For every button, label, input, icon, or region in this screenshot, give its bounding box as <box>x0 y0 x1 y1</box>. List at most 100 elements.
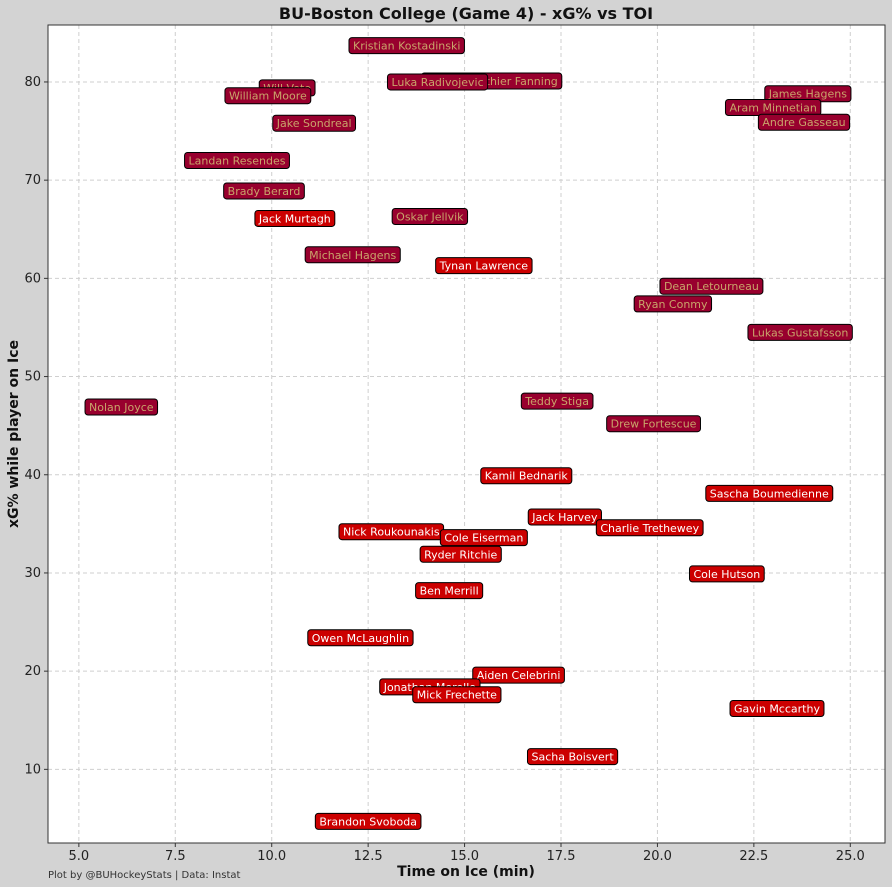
x-tick-label: 7.5 <box>165 849 186 864</box>
point-label: Dean Letourneau <box>664 280 759 293</box>
point-label-box <box>729 699 825 717</box>
y-axis-label: xG% while player on Ice <box>6 340 22 528</box>
point-label: Aram Minnetian <box>729 101 816 114</box>
data-point: Jack Murtagh <box>254 209 336 227</box>
point-label: Landan Resendes <box>189 155 286 168</box>
point-label-box <box>633 295 713 313</box>
data-point: Kristian Kostadinski <box>348 37 465 55</box>
point-label-box <box>606 415 701 433</box>
data-point: Mick Frechette <box>412 686 502 704</box>
point-label: Drew Fortescue <box>611 418 697 431</box>
data-point: Teddy Stiga <box>520 392 594 410</box>
point-label: Cole Eiserman <box>444 532 523 545</box>
point-label-box <box>314 812 422 830</box>
point-label-box <box>472 666 565 684</box>
point-label-box <box>757 113 851 131</box>
point-label: Gavin Mccarthy <box>734 702 820 715</box>
point-label-box <box>272 114 357 132</box>
x-tick-label: 25.0 <box>836 849 865 864</box>
point-label: Brady Berard <box>228 185 301 198</box>
point-label: Teddy Stiga <box>524 395 589 408</box>
point-label: Nolan Joyce <box>89 401 154 414</box>
point-label-box <box>223 182 305 200</box>
point-label: Jack Harvey <box>531 511 598 524</box>
x-axis-ticks: 5.0 7.5 10.0 12.5 15.0 17.5 20.0 22.5 25.0 <box>69 843 865 864</box>
point-label: Owen McLaughlin <box>312 632 409 645</box>
point-label: Sacha Boisvert <box>531 751 614 764</box>
point-label: Jack Murtagh <box>258 212 331 225</box>
point-label-box <box>527 508 602 526</box>
point-label: Luka Radivojevic <box>391 76 483 89</box>
y-tick-label: 20 <box>24 664 41 679</box>
y-tick-label: 10 <box>24 762 41 777</box>
y-tick-label: 60 <box>24 271 41 286</box>
data-point: Charlie Trethewey <box>595 519 704 537</box>
point-label: Sascha Boumedienne <box>710 487 829 500</box>
point-label: Mick Frechette <box>417 689 497 702</box>
data-point: Lukas Gustafsson <box>747 323 853 341</box>
point-label-box <box>254 209 336 227</box>
point-label: Jake Sondreal <box>276 117 352 130</box>
point-label: Ryan Conmy <box>638 298 708 311</box>
point-label-box <box>307 629 414 647</box>
point-label-box <box>435 257 533 275</box>
point-label: Oskar Jellvik <box>396 210 464 223</box>
point-label-box <box>526 748 619 766</box>
x-tick-label: 17.5 <box>547 849 576 864</box>
data-point: Ryan Conmy <box>633 295 713 313</box>
data-point: Jack Harvey <box>527 508 602 526</box>
point-label-box <box>595 519 704 537</box>
point-label-box <box>520 392 594 410</box>
point-label: Ben Merrill <box>420 585 479 598</box>
footer-credit: Plot by @BUHockeyStats | Data: Instat <box>48 870 241 881</box>
data-point: Cole Hutson <box>688 565 765 583</box>
data-point: Sacha Boisvert <box>526 748 619 766</box>
x-tick-label: 10.0 <box>257 849 286 864</box>
point-label-box <box>705 484 834 502</box>
point-label-box <box>386 73 489 91</box>
x-tick-label: 15.0 <box>450 849 479 864</box>
x-tick-label: 22.5 <box>739 849 768 864</box>
data-point: Aiden Celebrini <box>472 666 565 684</box>
point-label-box <box>480 467 573 485</box>
point-label-box <box>747 323 853 341</box>
data-point: Jake Sondreal <box>272 114 357 132</box>
y-tick-label: 50 <box>24 370 41 385</box>
point-label: Lukas Gustafsson <box>752 326 848 339</box>
point-label-box <box>391 207 469 225</box>
point-label: Kristian Kostadinski <box>353 40 460 53</box>
x-axis-label: Time on Ice (min) <box>397 864 535 880</box>
point-label: Charlie Trethewey <box>600 522 699 535</box>
data-point: Cole Eiserman <box>439 529 528 547</box>
y-axis-ticks: 10 20 30 40 50 60 70 80 <box>24 75 48 777</box>
data-point: Nick Roukounakis <box>338 523 445 541</box>
chart-title: BU-Boston College (Game 4) - xG% vs TOI <box>279 4 653 23</box>
data-point: Drew Fortescue <box>606 415 701 433</box>
y-tick-label: 40 <box>24 468 41 483</box>
data-point: Nolan Joyce <box>84 398 159 416</box>
point-label-box <box>415 582 484 600</box>
point-label: Tynan Lawrence <box>439 260 529 273</box>
data-point: Michael Hagens <box>304 246 401 264</box>
point-label-box <box>412 686 502 704</box>
plot-frame <box>47 24 886 844</box>
y-tick-label: 70 <box>24 173 41 188</box>
x-tick-label: 12.5 <box>354 849 383 864</box>
point-label: William Moore <box>229 90 307 103</box>
data-point: Landan Resendes <box>184 152 290 170</box>
data-point: Owen McLaughlin <box>307 629 414 647</box>
point-label: Brandon Svoboda <box>319 815 417 828</box>
point-label-box <box>184 152 290 170</box>
data-point: Andre Gasseau <box>757 113 851 131</box>
point-label-box <box>688 565 765 583</box>
point-label: James Hagens <box>768 88 847 101</box>
data-point: Aram Minnetian <box>724 98 822 116</box>
data-point: Tynan Lawrence <box>435 257 533 275</box>
y-tick-label: 80 <box>24 75 41 90</box>
point-label: Aiden Celebrini <box>477 669 561 682</box>
point-label-box <box>419 545 502 563</box>
point-label: Kamil Bednarik <box>485 470 569 483</box>
x-tick-label: 5.0 <box>69 849 90 864</box>
data-point: Ryder Ritchie <box>419 545 502 563</box>
